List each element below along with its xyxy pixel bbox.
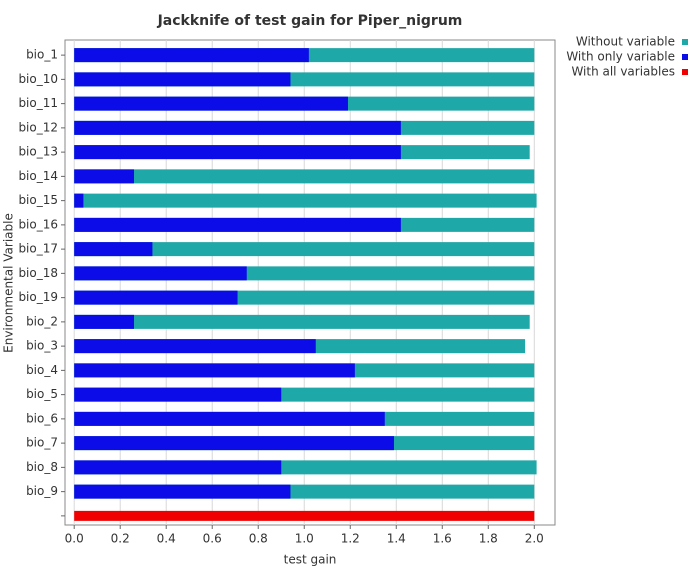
bar: [74, 387, 282, 402]
y-tick-label: bio_14: [18, 169, 58, 183]
x-tick-label: 1.0: [295, 532, 314, 546]
y-tick-label: bio_2: [26, 314, 58, 328]
bar: [74, 339, 316, 354]
bar: [74, 314, 135, 329]
bar: [74, 48, 309, 63]
bar: [74, 314, 530, 329]
bar: [74, 460, 282, 475]
x-tick-label: 2.0: [525, 532, 544, 546]
y-tick-label: bio_5: [26, 387, 58, 401]
x-tick-label: 0.0: [65, 532, 84, 546]
legend-swatch: [682, 39, 688, 45]
y-tick-label: bio_17: [18, 242, 58, 256]
legend-swatch: [682, 69, 688, 75]
x-tick-label: 0.6: [203, 532, 222, 546]
x-tick-label: 0.2: [111, 532, 130, 546]
x-tick-label: 1.4: [387, 532, 406, 546]
bar: [74, 363, 355, 378]
y-tick-label: bio_19: [18, 290, 58, 304]
y-tick-label: bio_7: [26, 436, 58, 450]
x-tick-label: 0.8: [249, 532, 268, 546]
y-tick-label: bio_9: [26, 484, 58, 498]
legend-label: Without variable: [576, 35, 675, 49]
bar: [74, 242, 535, 257]
bar: [74, 510, 535, 521]
y-tick-label: bio_6: [26, 411, 58, 425]
bar: [74, 436, 394, 451]
legend-swatch: [682, 54, 688, 60]
x-axis-label: test gain: [284, 553, 337, 567]
bar: [74, 145, 401, 160]
bar: [74, 266, 247, 281]
bar: [74, 242, 153, 257]
y-tick-label: bio_10: [18, 72, 58, 86]
chart-title: Jackknife of test gain for Piper_nigrum: [157, 13, 463, 29]
x-tick-label: 0.4: [157, 532, 176, 546]
bar: [74, 290, 238, 305]
bar: [74, 193, 84, 208]
y-axis-label: Environmental Variable: [2, 213, 16, 353]
legend-label: With only variable: [566, 50, 675, 64]
x-tick-label: 1.2: [341, 532, 360, 546]
bar: [74, 193, 537, 208]
y-tick-label: bio_8: [26, 460, 58, 474]
legend-label: With all variables: [571, 65, 675, 79]
y-tick-label: bio_11: [18, 96, 58, 110]
bar: [74, 120, 401, 135]
y-tick-label: bio_15: [18, 193, 58, 207]
y-tick-label: bio_12: [18, 120, 58, 134]
bar: [74, 169, 535, 184]
bar: [74, 217, 401, 232]
y-tick-label: bio_13: [18, 145, 58, 159]
x-tick-label: 1.8: [479, 532, 498, 546]
bar: [74, 169, 135, 184]
y-tick-label: bio_3: [26, 339, 58, 353]
bar: [74, 411, 385, 426]
y-tick-label: bio_16: [18, 217, 58, 231]
bar: [74, 484, 291, 499]
y-tick-label: bio_1: [26, 48, 58, 62]
plot-area: [64, 39, 556, 526]
y-tick-label: bio_4: [26, 363, 58, 377]
x-tick-label: 1.6: [433, 532, 452, 546]
y-tick-label: bio_18: [18, 266, 58, 280]
bar: [74, 96, 348, 111]
bar: [74, 72, 291, 87]
